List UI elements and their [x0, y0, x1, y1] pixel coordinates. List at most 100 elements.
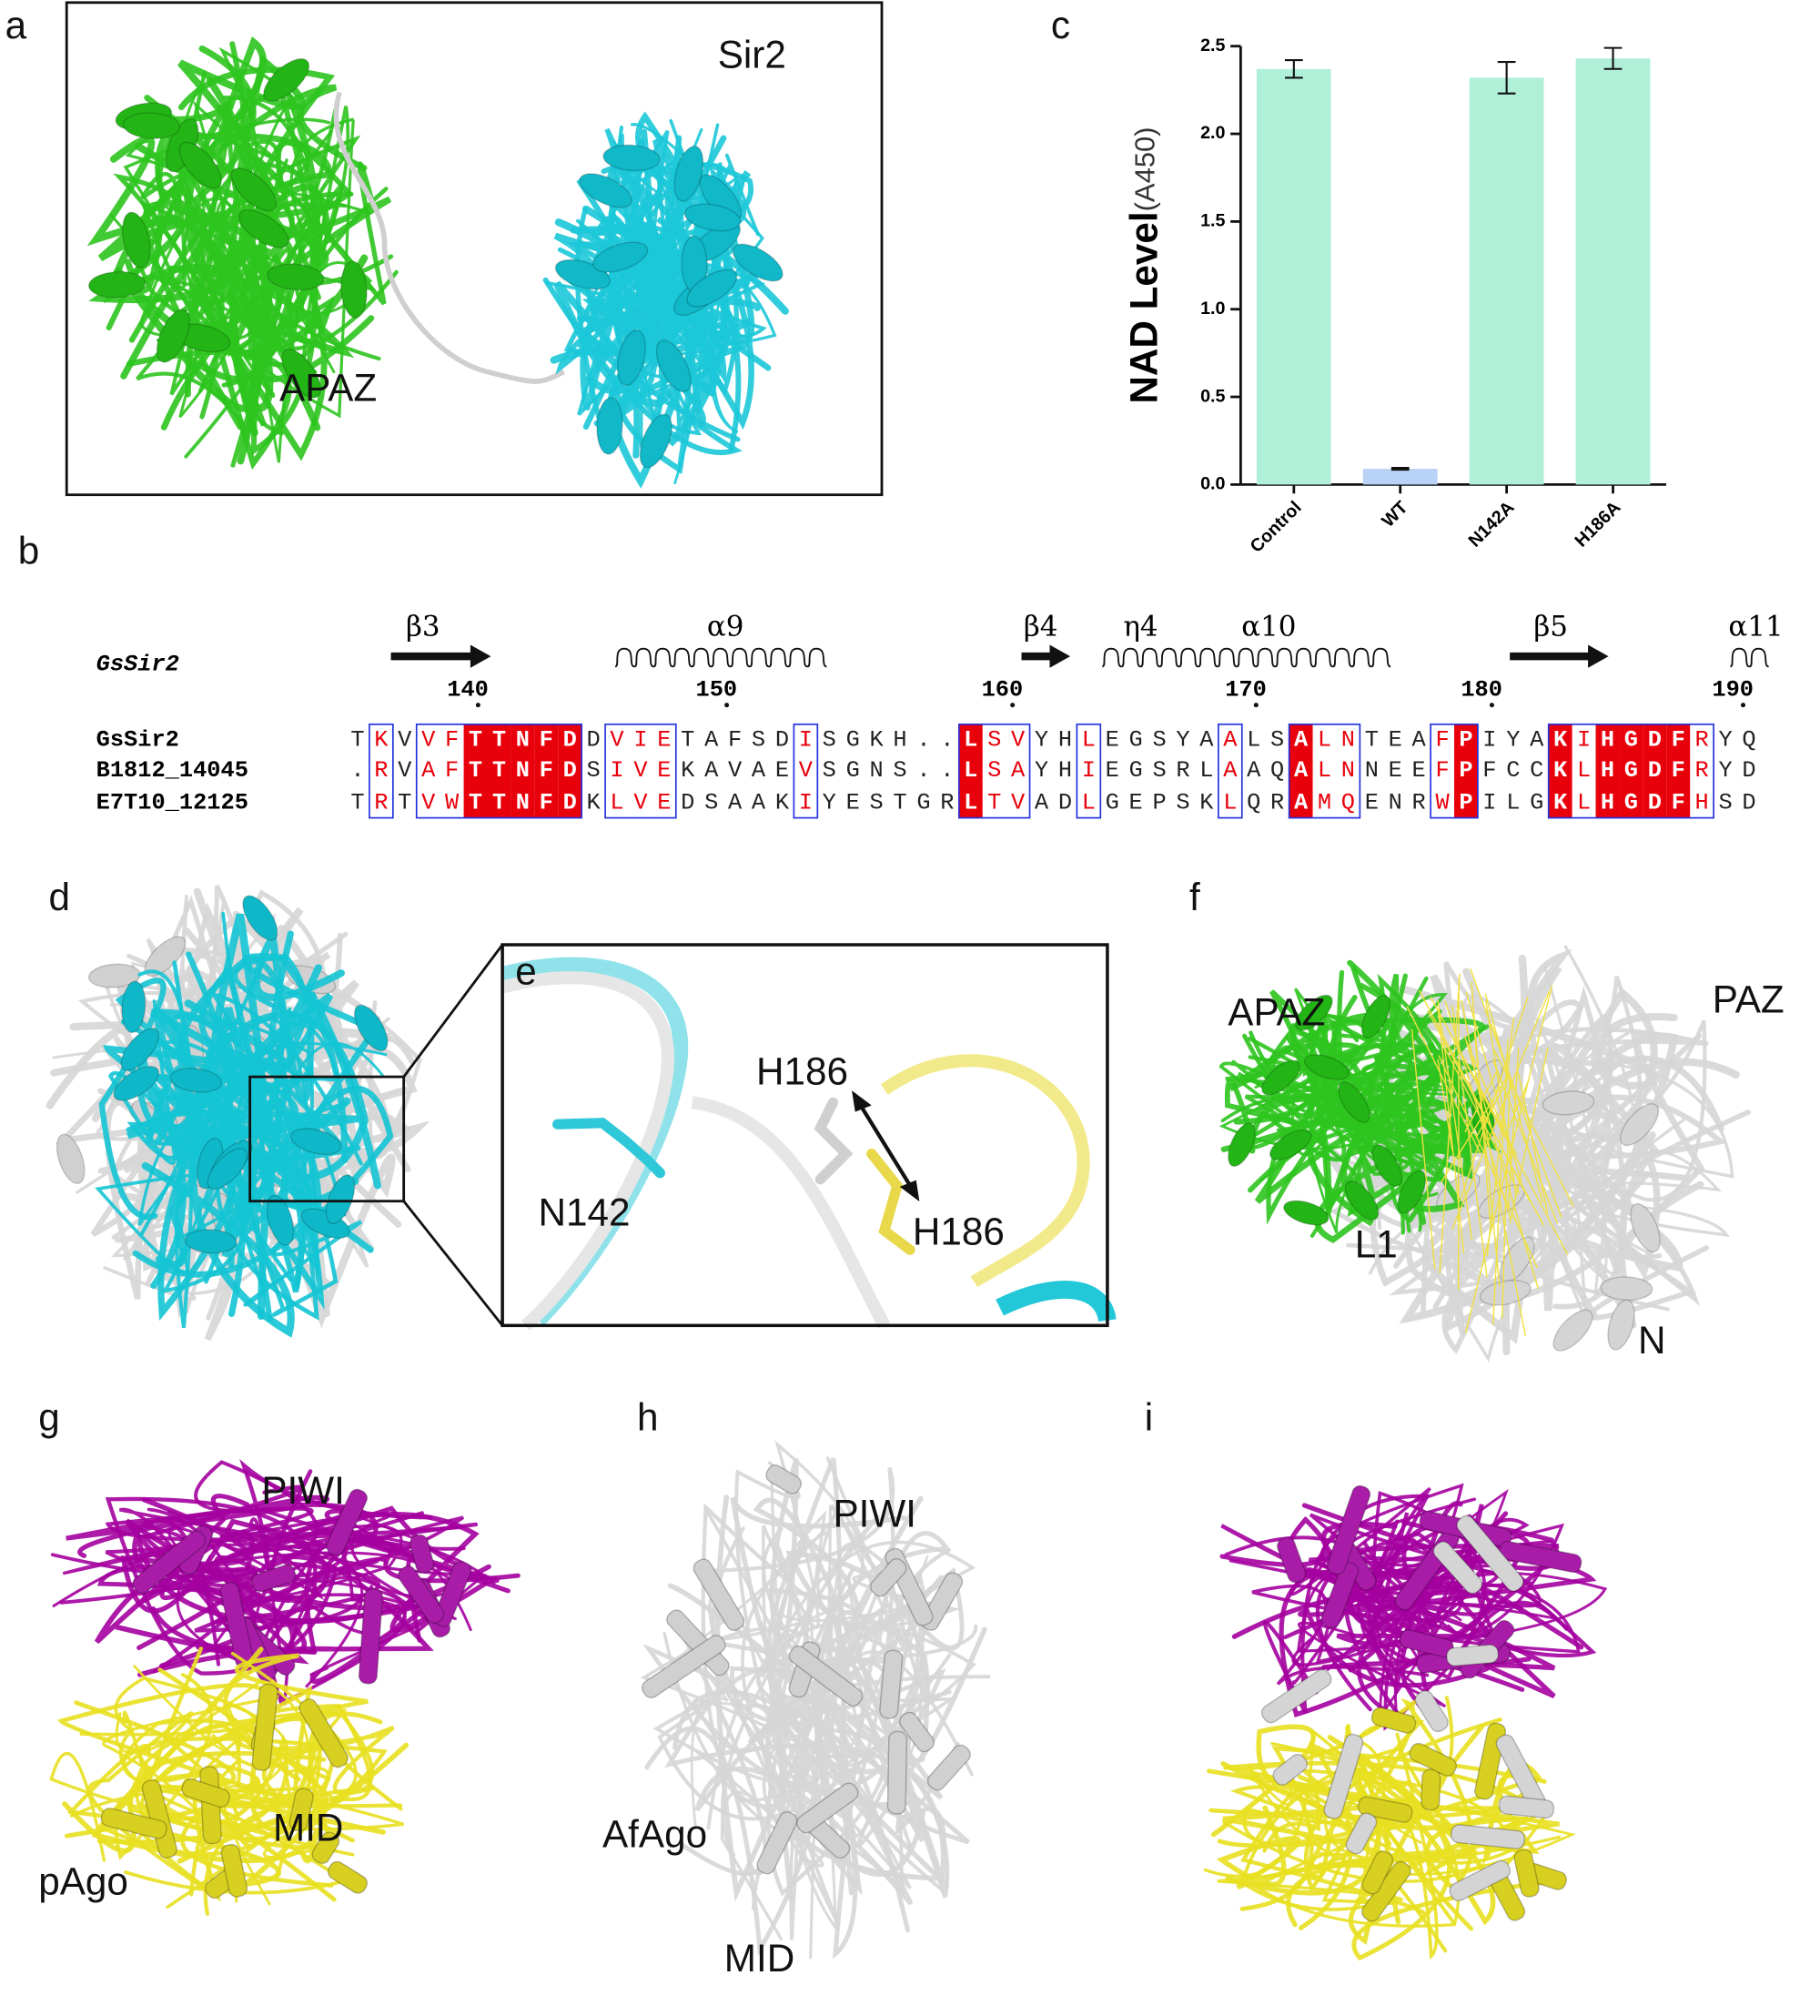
- residue: A: [1294, 726, 1309, 753]
- residue: L: [964, 789, 977, 816]
- residue: P: [1459, 726, 1472, 753]
- y-axis-label: NAD Level(A450): [1123, 127, 1166, 403]
- domain-label: N: [1638, 1319, 1666, 1362]
- residue: H: [1601, 757, 1614, 784]
- bar: [1363, 469, 1438, 484]
- ruler-dot: [1010, 703, 1015, 707]
- panel-label: g: [38, 1396, 60, 1439]
- ss-label: α9: [707, 611, 744, 643]
- residue: E: [657, 757, 671, 784]
- residue: Q: [1270, 757, 1284, 784]
- residue: V: [398, 757, 412, 784]
- residue: L: [1082, 726, 1096, 753]
- ss-label: η4: [1123, 611, 1158, 643]
- residue: C: [1530, 757, 1543, 784]
- residue: S: [893, 757, 906, 784]
- ss-label: α10: [1241, 611, 1296, 643]
- residue: S: [1152, 726, 1166, 753]
- domain-label: Sir2: [718, 34, 786, 76]
- residue: E: [846, 789, 860, 816]
- bar: [1470, 77, 1544, 484]
- residue: I: [799, 789, 813, 816]
- residue: A: [1011, 757, 1026, 784]
- panel-label: e: [515, 950, 537, 993]
- residue: F: [1435, 726, 1449, 753]
- residue: S: [1718, 789, 1732, 816]
- residue: V: [728, 757, 743, 784]
- residue: T: [469, 789, 482, 816]
- residue: F: [540, 789, 553, 816]
- residue: Q: [1341, 789, 1355, 816]
- residue: V: [421, 789, 436, 816]
- residue: L: [1082, 789, 1096, 816]
- residue: D: [1742, 757, 1755, 784]
- residue: V: [799, 757, 814, 784]
- residue: E: [1365, 789, 1379, 816]
- residue: .: [916, 726, 930, 753]
- residue: H: [1058, 757, 1072, 784]
- residue: G: [846, 726, 860, 753]
- residue: D: [1058, 789, 1072, 816]
- residue: N: [516, 726, 530, 753]
- ruler-number: 190: [1712, 676, 1754, 703]
- residue: I: [633, 726, 647, 753]
- residue: H: [1058, 726, 1072, 753]
- residue: V: [1011, 726, 1026, 753]
- residue: G: [846, 757, 860, 784]
- residue: I: [610, 757, 623, 784]
- ruler-number: 180: [1461, 676, 1502, 703]
- domain-label: PIWI: [261, 1469, 345, 1512]
- residue: R: [374, 757, 388, 784]
- residue: W: [1435, 789, 1450, 816]
- residue: F: [1672, 757, 1685, 784]
- residue: Y: [1035, 757, 1048, 784]
- residue: E: [1129, 789, 1143, 816]
- panel-label: i: [1145, 1396, 1153, 1439]
- residue: R: [1695, 757, 1709, 784]
- domain-label: APAZ: [279, 367, 377, 410]
- residue: I: [1482, 789, 1496, 816]
- y-tick-label: 1.5: [1200, 211, 1225, 231]
- domain-label: AfAgo: [602, 1812, 707, 1855]
- sequence-name: B1812_14045: [96, 757, 248, 784]
- query-name: GsSir2: [96, 651, 179, 677]
- residue: A: [1223, 757, 1238, 784]
- structure-cylinder: [1421, 1769, 1441, 1810]
- residue: E: [1389, 757, 1402, 784]
- residue: Y: [1176, 726, 1189, 753]
- ruler-number: 150: [696, 676, 738, 703]
- residue: A: [1199, 726, 1214, 753]
- residue: V: [610, 726, 624, 753]
- residue: .: [916, 757, 930, 784]
- residue: D: [1648, 757, 1662, 784]
- residue: F: [540, 757, 553, 784]
- residue: L: [1577, 789, 1591, 816]
- residue: S: [752, 726, 765, 753]
- residue: A: [1035, 789, 1049, 816]
- residue: L: [1318, 757, 1331, 784]
- residue: T: [492, 757, 506, 784]
- residue: T: [1365, 726, 1379, 753]
- residue: G: [1106, 789, 1119, 816]
- residue: L: [1247, 726, 1260, 753]
- residue: D: [1648, 789, 1662, 816]
- residue: A: [752, 757, 766, 784]
- residue: .: [940, 726, 954, 753]
- residue: K: [1553, 726, 1568, 753]
- y-tick-label: 0.0: [1200, 474, 1225, 494]
- panel-label: f: [1189, 876, 1200, 918]
- residue: A: [704, 726, 719, 753]
- residue: G: [1624, 789, 1638, 816]
- residue: G: [1129, 757, 1143, 784]
- residue: V: [398, 726, 412, 753]
- panel-label: a: [5, 4, 27, 46]
- residue: A: [1530, 726, 1544, 753]
- residue: G: [1624, 726, 1638, 753]
- residue: K: [587, 789, 602, 816]
- panel-label: c: [1051, 4, 1070, 46]
- residue: N: [1365, 757, 1379, 784]
- ruler-dot: [724, 703, 729, 707]
- residue: D: [563, 757, 577, 784]
- residue: D: [1648, 726, 1662, 753]
